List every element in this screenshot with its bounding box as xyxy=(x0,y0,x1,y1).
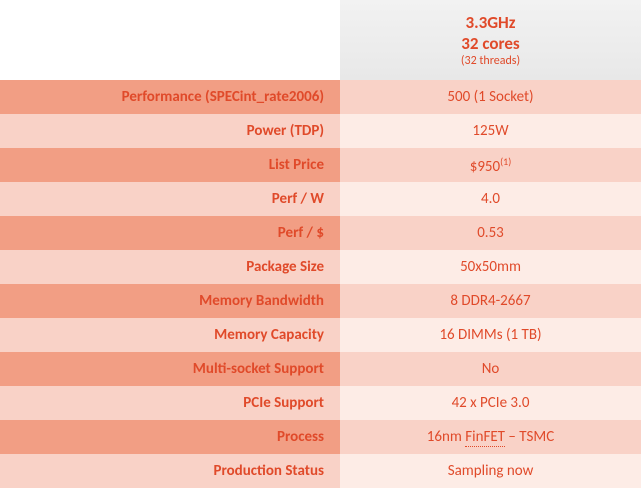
row-value: 42 x PCIe 3.0 xyxy=(340,386,641,420)
table-row: Memory Bandwidth8 DDR4-2667 xyxy=(0,284,641,318)
table-row: List Price$950(1) xyxy=(0,148,641,182)
row-value: 125W xyxy=(340,114,641,148)
table-row: Memory Capacity16 DIMMs (1 TB) xyxy=(0,318,641,352)
row-label: Memory Capacity xyxy=(0,318,340,352)
header-line2: 32 cores xyxy=(356,33,625,54)
row-value: $950(1) xyxy=(340,148,641,182)
header-line3: (32 threads) xyxy=(356,54,625,68)
row-value: 16nm FinFET – TSMC xyxy=(340,420,641,454)
header-spacer xyxy=(0,0,340,80)
table-row: Perf / W4.0 xyxy=(0,182,641,216)
row-label: List Price xyxy=(0,148,340,182)
row-value: No xyxy=(340,352,641,386)
table-row: Performance (SPECint_rate2006)500 (1 Soc… xyxy=(0,80,641,114)
row-label: Production Status xyxy=(0,454,340,488)
row-label: Power (TDP) xyxy=(0,114,340,148)
row-value: 0.53 xyxy=(340,216,641,250)
table-row: PCIe Support42 x PCIe 3.0 xyxy=(0,386,641,420)
spec-table: 3.3GHz 32 cores (32 threads) Performance… xyxy=(0,0,641,488)
table-row: Perf / $0.53 xyxy=(0,216,641,250)
row-label: Perf / W xyxy=(0,182,340,216)
header-cell: 3.3GHz 32 cores (32 threads) xyxy=(340,0,641,80)
row-label: PCIe Support xyxy=(0,386,340,420)
row-label: Memory Bandwidth xyxy=(0,284,340,318)
row-label: Perf / $ xyxy=(0,216,340,250)
row-label: Process xyxy=(0,420,340,454)
spec-rows: Performance (SPECint_rate2006)500 (1 Soc… xyxy=(0,80,641,488)
row-value: 16 DIMMs (1 TB) xyxy=(340,318,641,352)
row-label: Multi-socket Support xyxy=(0,352,340,386)
table-row: Process16nm FinFET – TSMC xyxy=(0,420,641,454)
row-value: 500 (1 Socket) xyxy=(340,80,641,114)
table-row: Production StatusSampling now xyxy=(0,454,641,488)
row-label: Performance (SPECint_rate2006) xyxy=(0,80,340,114)
row-label: Package Size xyxy=(0,250,340,284)
table-row: Power (TDP)125W xyxy=(0,114,641,148)
row-value: 4.0 xyxy=(340,182,641,216)
table-row: Package Size50x50mm xyxy=(0,250,641,284)
row-value: 50x50mm xyxy=(340,250,641,284)
row-value: 8 DDR4-2667 xyxy=(340,284,641,318)
header-line1: 3.3GHz xyxy=(356,12,625,33)
header-row: 3.3GHz 32 cores (32 threads) xyxy=(0,0,641,80)
table-row: Multi-socket SupportNo xyxy=(0,352,641,386)
row-value: Sampling now xyxy=(340,454,641,488)
